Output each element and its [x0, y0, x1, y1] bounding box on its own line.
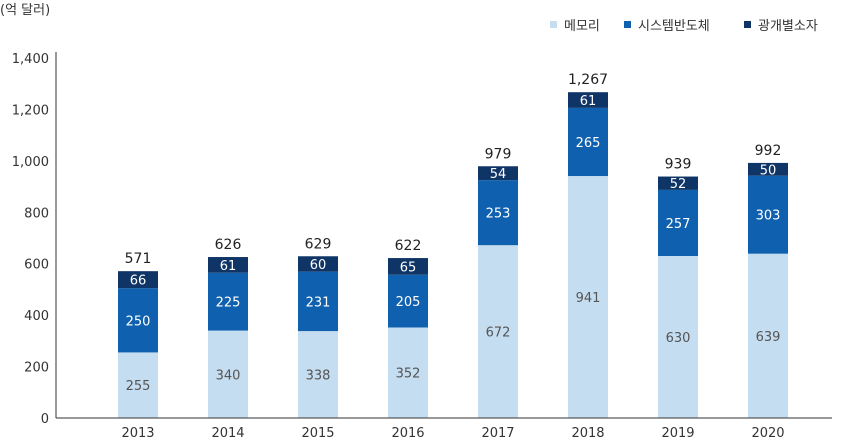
legend-swatch — [624, 21, 631, 28]
bar-value-label: 303 — [756, 209, 781, 224]
bar-total-label: 571 — [125, 251, 152, 267]
x-tick-label: 2013 — [121, 426, 154, 440]
bar-segment — [208, 272, 248, 331]
bar-segment — [208, 330, 248, 418]
bar-value-label: 639 — [756, 330, 781, 345]
bar-value-label: 265 — [576, 136, 601, 151]
bar-value-label: 250 — [126, 314, 151, 329]
bar-value-label: 54 — [490, 167, 507, 182]
bar-value-label: 65 — [400, 260, 417, 275]
bar-value-label: 205 — [396, 295, 421, 310]
bar-group-2020: 639 303 50 992 — [748, 143, 788, 418]
bar-total-label: 992 — [755, 143, 782, 159]
bar-value-label: 66 — [130, 274, 147, 289]
bar-value-label: 253 — [486, 207, 511, 222]
legend-label: 광개별소자 — [758, 19, 818, 34]
bar-value-label: 257 — [666, 217, 691, 232]
bar-value-label: 225 — [216, 296, 241, 311]
bar-value-label: 50 — [760, 163, 777, 178]
x-tick-label: 2018 — [571, 426, 604, 440]
bar-group-2014: 340 225 61 626 — [208, 237, 248, 418]
bar-value-label: 338 — [306, 369, 331, 384]
y-tick-label: 1,200 — [12, 103, 49, 118]
bar-segment — [748, 253, 788, 418]
bar-segment — [748, 162, 788, 176]
bar-segment — [748, 175, 788, 254]
bar-value-label: 231 — [306, 295, 331, 310]
x-tick-label: 2016 — [391, 426, 424, 440]
bar-segment — [118, 271, 158, 289]
bar-value-label: 60 — [310, 258, 327, 273]
bar-segment — [478, 166, 518, 181]
bar-segment — [298, 271, 338, 332]
y-axis: 0 200 400 600 800 1,000 1,200 1,400 — [12, 52, 57, 427]
bar-segment — [388, 327, 428, 418]
bar-segment — [118, 352, 158, 418]
bar-value-label: 630 — [666, 331, 691, 346]
bar-value-label: 61 — [580, 94, 597, 109]
bar-segment — [658, 176, 698, 190]
bars: 255 250 66 571 340 225 61 626 338 231 60 629 352 205 6… — [118, 72, 788, 418]
bar-value-label: 352 — [396, 367, 421, 382]
bar-value-label: 255 — [126, 379, 151, 394]
bar-total-label: 1,267 — [568, 72, 608, 88]
bar-total-label: 622 — [395, 238, 422, 254]
bar-segment — [568, 176, 608, 418]
y-tick-label: 400 — [24, 309, 49, 324]
legend-label: 시스템반도체 — [638, 19, 710, 34]
bar-segment — [658, 256, 698, 418]
bar-group-2019: 630 257 52 939 — [658, 157, 698, 418]
legend-swatch — [550, 21, 557, 28]
y-tick-label: 800 — [24, 206, 49, 221]
bar-segment — [118, 288, 158, 353]
bar-group-2016: 352 205 65 622 — [388, 238, 428, 418]
y-tick-label: 1,000 — [12, 155, 49, 170]
bar-segment — [388, 274, 428, 328]
bar-total-label: 626 — [215, 237, 242, 253]
bar-total-label: 979 — [485, 146, 512, 162]
bar-value-label: 61 — [220, 259, 237, 274]
y-tick-label: 200 — [24, 361, 49, 376]
x-tick-label: 2017 — [481, 426, 514, 440]
bar-segment — [298, 331, 338, 418]
x-tick-label: 2015 — [301, 426, 334, 440]
x-tick-label: 2020 — [751, 426, 784, 440]
x-tick-label: 2014 — [211, 426, 244, 440]
bar-group-2018: 941 265 61 1,267 — [568, 72, 608, 418]
legend-swatch — [744, 21, 751, 28]
y-axis-unit-label: (억 달러) — [0, 3, 50, 18]
y-tick-label: 0 — [41, 412, 49, 427]
y-tick-label: 600 — [24, 258, 49, 273]
x-axis: 2013 2014 2015 2016 2017 2018 2019 2020 — [56, 417, 832, 441]
bar-segment — [298, 256, 338, 272]
bar-segment — [388, 258, 428, 275]
bar-segment — [568, 107, 608, 177]
legend: 메모리 시스템반도체 광개별소자 — [550, 19, 818, 34]
bar-total-label: 939 — [665, 157, 692, 173]
bar-segment — [208, 257, 248, 273]
y-tick-label: 1,400 — [12, 52, 49, 67]
x-tick-label: 2019 — [661, 426, 694, 440]
bar-value-label: 52 — [670, 177, 687, 192]
bar-segment — [658, 189, 698, 256]
bar-segment — [568, 92, 608, 108]
bar-value-label: 340 — [216, 368, 241, 383]
bar-segment — [478, 245, 518, 418]
bar-group-2017: 672 253 54 979 — [478, 146, 518, 418]
bar-group-2015: 338 231 60 629 — [298, 236, 338, 418]
bar-total-label: 629 — [305, 236, 332, 252]
bar-segment — [478, 180, 518, 246]
bar-value-label: 941 — [576, 291, 601, 306]
bar-group-2013: 255 250 66 571 — [118, 251, 158, 418]
bar-value-label: 672 — [486, 326, 511, 341]
legend-label: 메모리 — [564, 19, 600, 34]
